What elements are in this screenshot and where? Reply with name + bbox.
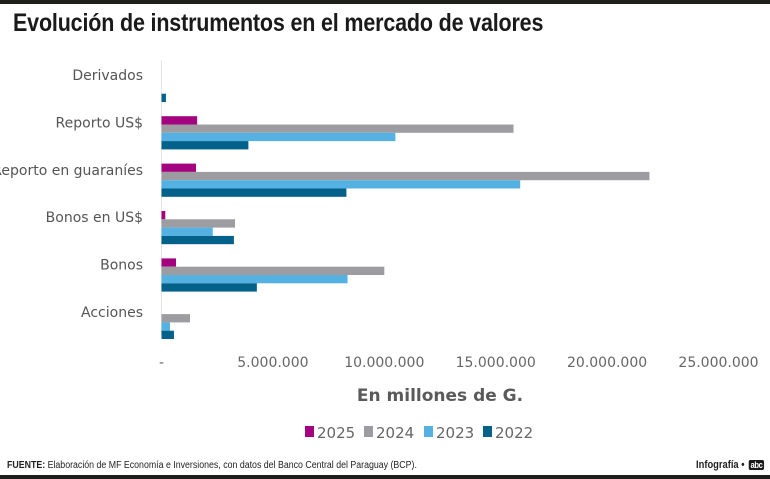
bar-2023: [161, 180, 521, 189]
bar-2025: [161, 163, 197, 172]
legend-item-2023: 2023: [424, 424, 474, 442]
x-tick-labels: - 5.000.000 10.000.000 15.000.000 20.000.000…: [159, 355, 759, 371]
x-tick-label: 25.000.000: [678, 355, 758, 371]
bar-2025: [161, 116, 198, 125]
credit-text: Infografía •: [695, 459, 745, 471]
bar-2022: [161, 283, 257, 292]
legend-label: 2022: [495, 424, 533, 442]
x-tick-label: 20.000.000: [567, 355, 647, 371]
x-tick-label: -: [159, 355, 164, 371]
category-labels: Derivados Reporto US$ Reporto en guaraníes…: [0, 68, 143, 321]
category-label: Bonos en US$: [46, 210, 143, 226]
legend-swatch: [483, 426, 492, 437]
legend-label: 2024: [376, 424, 414, 442]
legend-item-2025: 2025: [305, 424, 355, 442]
bar-2024: [161, 266, 385, 275]
x-axis-title: En millones de G.: [357, 386, 523, 406]
top-rule: [0, 0, 770, 4]
legend-swatch: [424, 426, 433, 437]
category-label: Bonos: [100, 258, 143, 274]
x-tick-label: 10.000.000: [344, 355, 424, 371]
legend-item-2024: 2024: [364, 424, 414, 442]
legend: 2025 2024 2023 2022: [305, 424, 533, 442]
bar-2023: [161, 275, 348, 284]
bar-2022: [161, 93, 166, 102]
bars-group: [161, 93, 650, 339]
category-label: Reporto en guaraníes: [0, 163, 143, 179]
legend-label: 2025: [317, 424, 355, 442]
source-text: Elaboración de MF Economía e Inversiones…: [45, 460, 417, 471]
bar-2022: [161, 141, 249, 150]
bar-2023: [161, 132, 396, 142]
bar-2024: [161, 314, 191, 323]
bottom-rule: [0, 475, 770, 479]
legend-item-2022: 2022: [483, 424, 533, 442]
bar-2022: [161, 235, 234, 245]
chart-title: Evolución de instrumentos en el mercado …: [13, 9, 544, 37]
category-label: Derivados: [72, 68, 143, 84]
category-label: Reporto US$: [56, 115, 143, 131]
bar-2022: [161, 330, 174, 339]
bar-2023: [161, 322, 170, 331]
source-label: FUENTE:: [7, 460, 46, 471]
credit: Infografía • abc: [696, 459, 764, 471]
source-note: FUENTE: Elaboración de MF Economía e Inv…: [7, 460, 417, 471]
x-tick-label: 15.000.000: [456, 355, 536, 371]
bar-2022: [161, 188, 347, 197]
bar-2025: [161, 211, 166, 220]
legend-swatch: [305, 426, 314, 437]
bar-2024: [161, 124, 514, 133]
bar-2023: [161, 227, 213, 236]
legend-label: 2023: [436, 424, 474, 442]
x-tick-label: 5.000.000: [237, 355, 308, 371]
bar-2024: [161, 219, 236, 228]
bar-2025: [161, 258, 176, 267]
abc-logo: abc: [748, 460, 764, 470]
category-label: Acciones: [81, 305, 143, 321]
bar-2024: [161, 171, 650, 181]
legend-swatch: [364, 426, 373, 437]
